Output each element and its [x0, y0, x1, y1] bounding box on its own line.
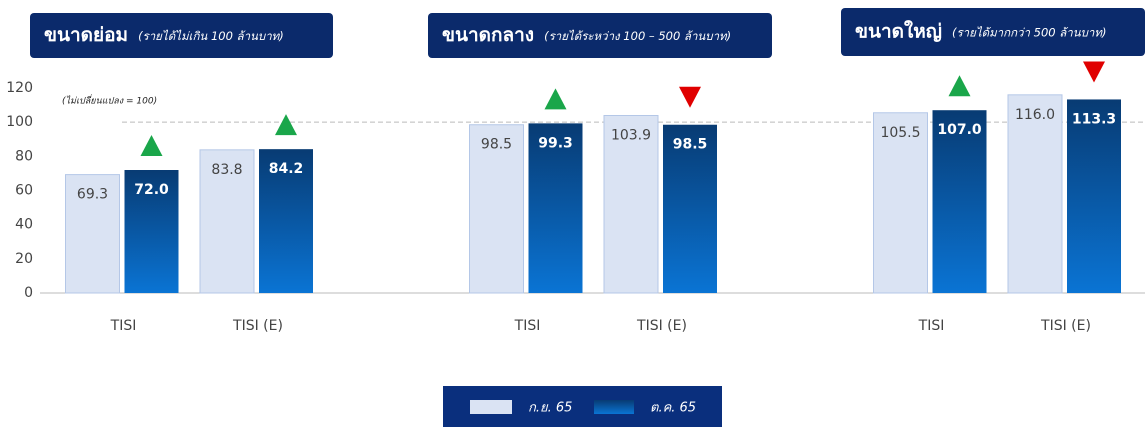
value-label: 69.3 — [77, 187, 108, 203]
bar — [199, 149, 255, 294]
group-header — [30, 13, 333, 58]
x-tick-label: TISI (E) — [1040, 318, 1091, 334]
value-label: 99.3 — [538, 135, 573, 151]
bar — [603, 115, 659, 294]
bar — [1067, 99, 1121, 293]
increase-arrow — [275, 114, 297, 136]
group-title: ขนาดกลาง — [442, 24, 534, 46]
bar — [124, 170, 179, 293]
bar — [932, 110, 987, 293]
value-label: 103.9 — [611, 128, 651, 144]
x-tick-label: TISI — [110, 318, 137, 334]
bar — [259, 149, 313, 293]
reference-label: (ไม่เปลี่ยนแปลง = 100) — [62, 94, 157, 107]
x-tick-label: TISI (E) — [232, 318, 283, 334]
group-subtitle: (รายได้ไม่เกิน 100 ล้านบาท) — [138, 29, 284, 43]
bar — [65, 174, 120, 294]
decrease-arrow — [679, 86, 701, 108]
value-label: 105.5 — [880, 125, 920, 141]
bar — [873, 112, 928, 294]
bar — [663, 124, 717, 294]
x-tick-label: TISI — [514, 318, 541, 334]
legend-swatch — [470, 400, 512, 414]
value-label: 116.0 — [1015, 107, 1055, 123]
group-subtitle: (รายได้ระหว่าง 100 – 500 ล้านบาท) — [544, 29, 731, 43]
increase-arrow — [948, 75, 971, 97]
group-title: ขนาดย่อม — [44, 24, 128, 46]
y-tick-label: 0 — [24, 285, 33, 301]
legend-label: ต.ค. 65 — [650, 401, 696, 416]
y-tick-label: 60 — [15, 183, 33, 199]
value-label: 83.8 — [211, 162, 242, 178]
value-label: 72.0 — [134, 182, 169, 198]
value-label: 98.5 — [673, 137, 708, 153]
x-tick-label: TISI (E) — [636, 318, 687, 334]
y-tick-label: 40 — [15, 217, 33, 233]
value-label: 113.3 — [1072, 111, 1116, 127]
value-label: 107.0 — [937, 122, 982, 138]
group-header — [428, 13, 772, 58]
y-tick-label: 20 — [15, 251, 33, 267]
y-tick-label: 80 — [15, 148, 33, 164]
increase-arrow — [140, 135, 163, 156]
group-header — [841, 8, 1145, 56]
y-tick-label: 100 — [6, 114, 33, 130]
y-tick-label: 120 — [6, 80, 33, 96]
value-label: 84.2 — [269, 161, 304, 177]
value-label: 98.5 — [481, 137, 512, 153]
group-title: ขนาดใหญ่ — [855, 20, 942, 43]
legend-label: ก.ย. 65 — [528, 401, 572, 416]
decrease-arrow — [1083, 61, 1105, 83]
legend-swatch — [594, 400, 634, 414]
group-subtitle: (รายได้มากกว่า 500 ล้านบาท) — [952, 26, 1106, 40]
bar — [528, 123, 583, 293]
x-tick-label: TISI — [918, 318, 945, 334]
increase-arrow — [544, 88, 567, 110]
bar — [469, 124, 524, 294]
bar — [1007, 94, 1063, 294]
